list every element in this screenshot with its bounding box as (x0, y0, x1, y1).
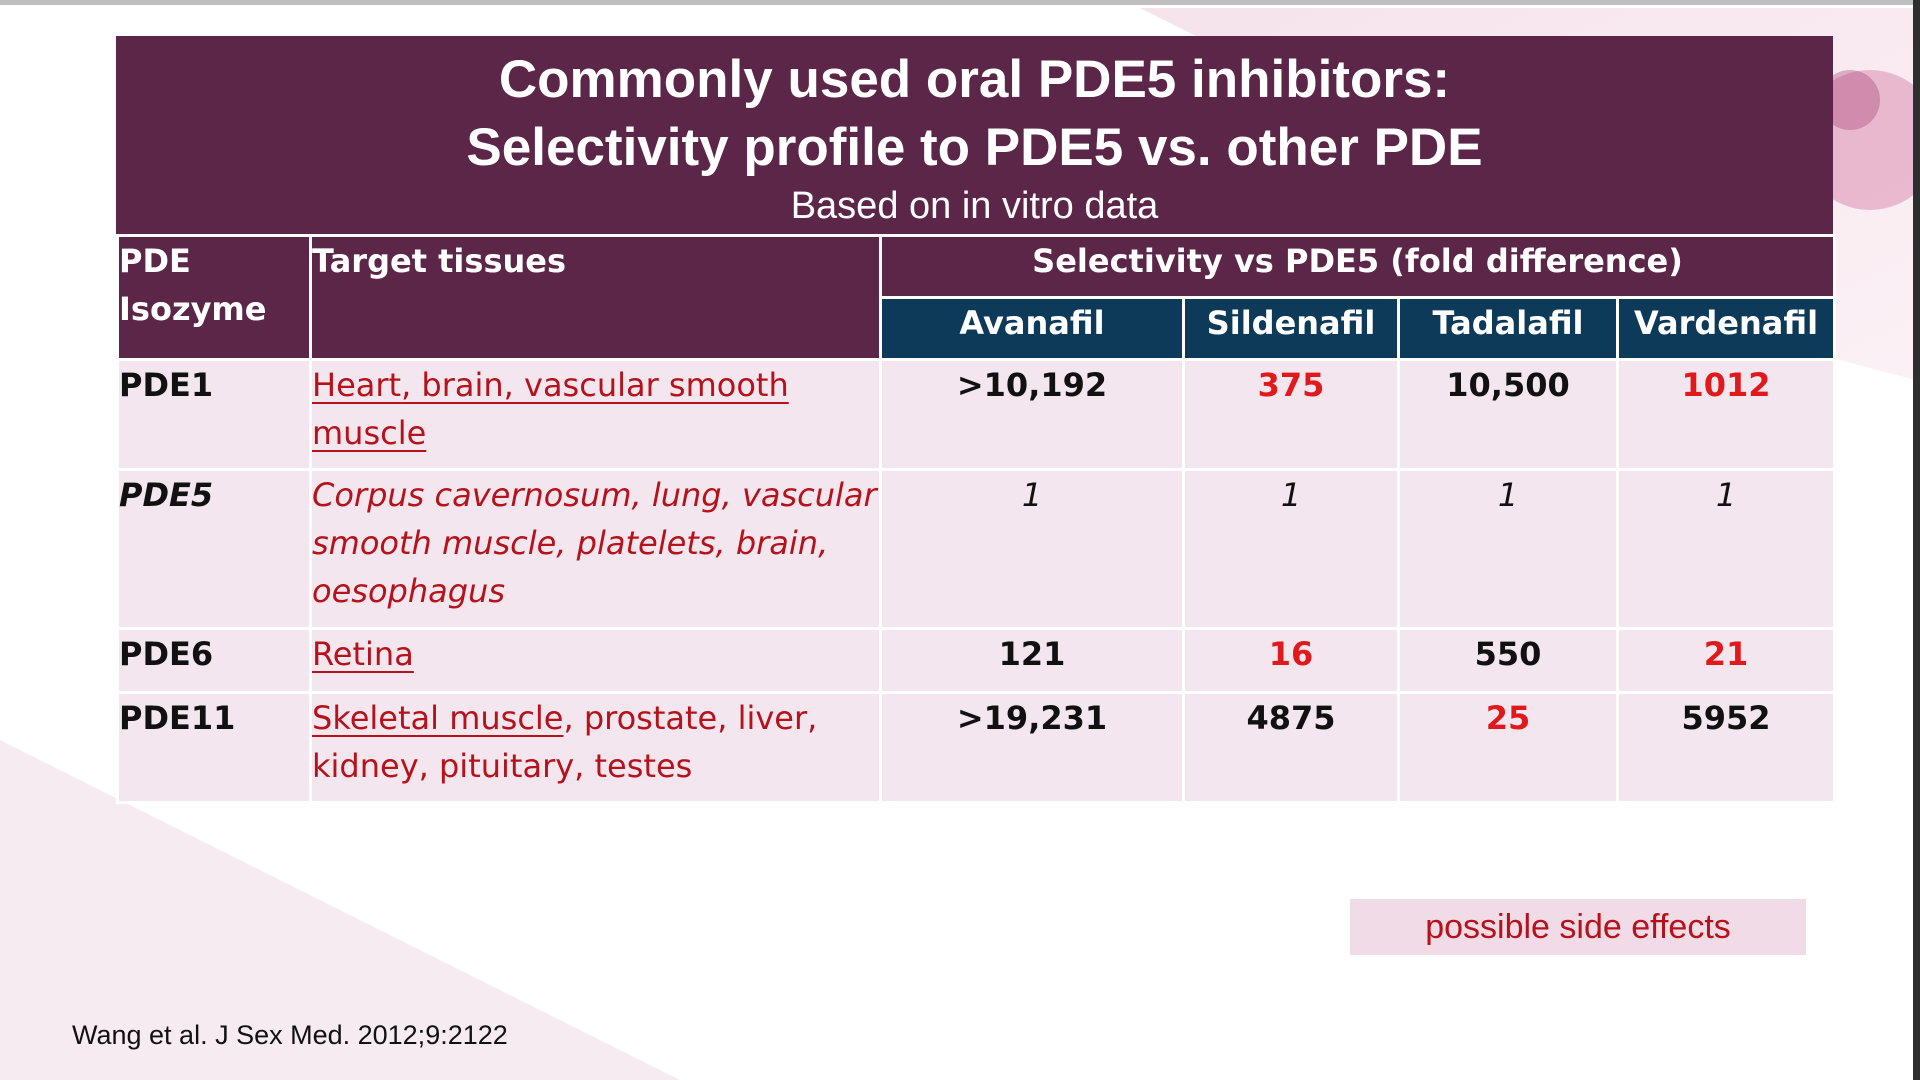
header-isozyme-line1: PDE (119, 242, 191, 280)
header-selectivity: Selectivity vs PDE5 (fold difference) (878, 234, 1837, 299)
slide-title-line-2: Selectivity profile to PDE5 vs. other PD… (466, 118, 1483, 177)
row-tissues: Heart, brain, vascular smooth muscle (309, 358, 882, 471)
value-tadalafil: 1 (1397, 468, 1619, 630)
value-vardenafil: 21 (1615, 627, 1837, 694)
header-drug-vardenafil: Vardenafil (1615, 296, 1837, 361)
row-tissues: Retina (309, 627, 882, 694)
value-tadalafil: 10,500 (1397, 358, 1619, 471)
row-tissues: Skeletal muscle, prostate, liver, kidney… (309, 691, 882, 804)
window-right-edge (1913, 0, 1920, 1080)
row-tissues: Corpus cavernosum, lung, vascular smooth… (309, 468, 882, 630)
value-tadalafil: 25 (1397, 691, 1619, 804)
value-avanafil: 1 (879, 468, 1185, 630)
tissue-text-rest: , brain, vascular smooth muscle (312, 366, 789, 452)
tissue-text-heart: Heart (312, 366, 402, 404)
row-isozyme: PDE11 (116, 691, 312, 804)
header-drug-sildenafil: Sildenafil (1182, 296, 1400, 361)
table-row: PDE6 Retina 121 16 550 21 (116, 627, 1837, 694)
table-drug-header-row: Avanafil Sildenafil Tadalafil Vardenafil (118, 296, 1837, 361)
row-isozyme: PDE5 (116, 468, 312, 630)
value-vardenafil: 1012 (1615, 358, 1837, 471)
tissue-text: Retina (312, 635, 414, 673)
row-isozyme: PDE1 (116, 358, 312, 471)
value-tadalafil: 550 (1397, 627, 1619, 694)
value-avanafil: 121 (879, 627, 1185, 694)
value-vardenafil: 1 (1615, 468, 1837, 630)
window-top-edge (0, 0, 1920, 5)
tissue-text-rest: , prostate, liver, kidney, pituitary, te… (312, 699, 818, 785)
value-sildenafil: 375 (1182, 358, 1400, 471)
value-vardenafil: 5952 (1615, 691, 1837, 804)
side-effects-note: possible side effects (1350, 899, 1806, 955)
header-isozyme-line2: Isozyme (119, 290, 267, 328)
value-avanafil: >10,192 (879, 358, 1185, 471)
table-header-row: PDE Isozyme Target tissues Selectivity v… (116, 234, 1837, 361)
table-row: PDE5 Corpus cavernosum, lung, vascular s… (116, 468, 1837, 630)
table-row: PDE1 Heart, brain, vascular smooth muscl… (116, 358, 1837, 471)
header-isozyme: PDE Isozyme (116, 234, 312, 361)
header-target-tissues: Target tissues (309, 234, 882, 361)
slide-title-line-1: Commonly used oral PDE5 inhibitors: (498, 50, 1451, 109)
header-drug-tadalafil: Tadalafil (1397, 296, 1619, 361)
slide-subtitle: Based on in vitro data (790, 185, 1159, 227)
selectivity-table: PDE Isozyme Target tissues Selectivity v… (116, 234, 1837, 804)
value-avanafil: >19,231 (879, 691, 1185, 804)
title-banner: Commonly used oral PDE5 inhibitors: Sele… (116, 36, 1833, 234)
row-isozyme: PDE6 (116, 627, 312, 694)
header-drug-avanafil: Avanafil (879, 296, 1185, 361)
value-sildenafil: 16 (1182, 627, 1400, 694)
tissue-text-skeletal: Skeletal muscle (312, 699, 564, 737)
value-sildenafil: 1 (1182, 468, 1400, 630)
tissue-text: Corpus cavernosum, lung, vascular smooth… (312, 476, 877, 610)
table-row: PDE11 Skeletal muscle, prostate, liver, … (116, 691, 1837, 804)
value-sildenafil: 4875 (1182, 691, 1400, 804)
citation: Wang et al. J Sex Med. 2012;9:2122 (72, 1020, 508, 1050)
